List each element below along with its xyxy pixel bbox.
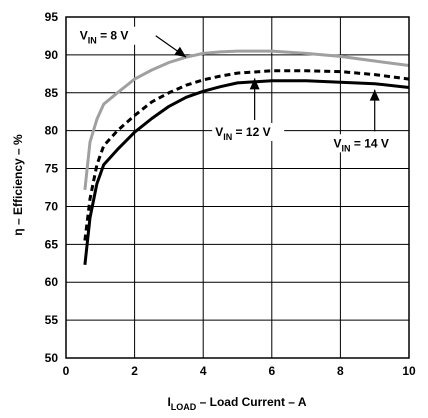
series-line-3 bbox=[83, 79, 410, 265]
x-axis-title: ILOAD – Load Current – A bbox=[167, 395, 306, 412]
annotation-label-rest: = 14 V bbox=[351, 136, 389, 150]
annotation-arrows bbox=[155, 35, 380, 132]
x-axis-title-subscript: LOAD bbox=[171, 402, 197, 412]
annotation-label-bg bbox=[76, 26, 142, 45]
series-line-2 bbox=[83, 69, 410, 241]
y-tick-label: 80 bbox=[45, 124, 59, 138]
y-tick-label: 95 bbox=[45, 10, 59, 24]
annotation-label-rest: = 12 V bbox=[232, 125, 270, 139]
annotation-arrowhead-1 bbox=[174, 46, 187, 58]
x-tick-label: 2 bbox=[131, 364, 138, 378]
grid-lines bbox=[65, 16, 410, 359]
annotation-label-bg bbox=[212, 122, 285, 141]
y-tick-label: 60 bbox=[45, 275, 59, 289]
annotation-arrowhead-2 bbox=[249, 78, 260, 90]
annotation-label-main: V bbox=[215, 125, 223, 139]
annotation-label-bg bbox=[330, 134, 403, 153]
annotation-label-1: VIN = 8 V bbox=[80, 29, 129, 46]
annotation-arrowhead-3 bbox=[369, 89, 380, 101]
x-axis-title-rest: – Load Current – A bbox=[196, 395, 307, 409]
annotation-label-subscript: IN bbox=[88, 36, 97, 46]
x-tick-label: 0 bbox=[63, 364, 70, 378]
y-axis-title: η – Efficiency – % bbox=[11, 134, 25, 236]
x-tick-label: 8 bbox=[337, 364, 344, 378]
y-tick-label: 90 bbox=[45, 48, 59, 62]
y-tick-label: 75 bbox=[45, 162, 59, 176]
x-axis-title-main: I bbox=[167, 395, 170, 409]
annotation-label-2: VIN = 12 V bbox=[215, 125, 270, 142]
annotation-label-rest: = 8 V bbox=[97, 29, 129, 43]
x-tick-label: 10 bbox=[402, 364, 416, 378]
plot-frame bbox=[65, 16, 410, 359]
x-tick-labels: 0 2 4 6 8 10 bbox=[63, 364, 416, 378]
y-tick-label: 70 bbox=[45, 199, 59, 213]
x-tick-label: 6 bbox=[268, 364, 275, 378]
y-tick-labels: 50 55 60 65 70 75 80 85 90 95 bbox=[45, 10, 59, 365]
y-tick-label: 85 bbox=[45, 86, 59, 100]
annotation-label-subscript: IN bbox=[342, 143, 351, 153]
annotation-label-main: V bbox=[334, 136, 342, 150]
series-line-1 bbox=[83, 49, 410, 190]
annotation-label-main: V bbox=[80, 29, 88, 43]
annotation-label-subscript: IN bbox=[223, 132, 232, 142]
y-tick-label: 50 bbox=[45, 351, 59, 365]
y-tick-label: 65 bbox=[45, 237, 59, 251]
y-tick-label: 55 bbox=[45, 313, 59, 327]
x-tick-label: 4 bbox=[200, 364, 207, 378]
series-lines bbox=[83, 49, 410, 265]
annotation-label-3: VIN = 14 V bbox=[334, 136, 389, 153]
